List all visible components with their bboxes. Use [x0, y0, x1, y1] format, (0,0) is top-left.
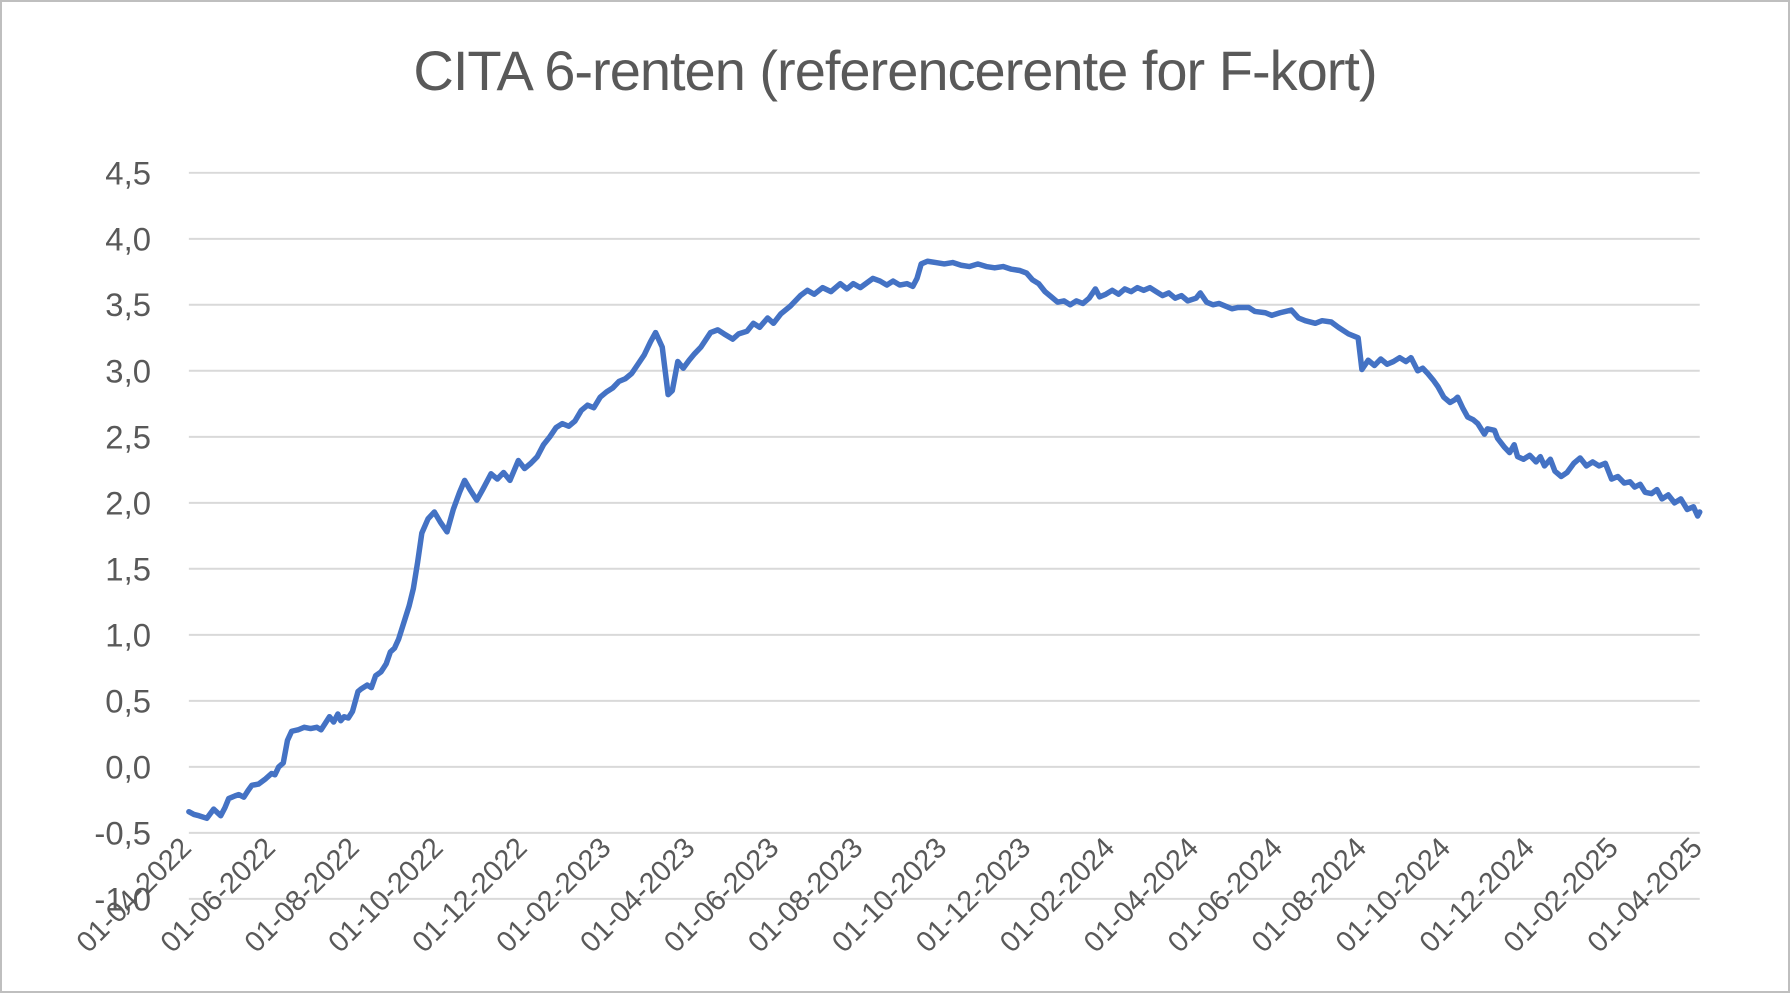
y-tick-label: 1,5 — [105, 550, 151, 587]
y-tick-label: 4,5 — [105, 154, 151, 191]
y-tick-label: 1,0 — [105, 616, 151, 653]
y-tick-label: 0,0 — [105, 748, 151, 785]
y-tick-label: -0,5 — [94, 814, 151, 851]
series-line — [186, 258, 1703, 822]
y-tick-label: 4,0 — [105, 220, 151, 257]
chart-title: CITA 6-renten (referencerente for F-kort… — [413, 39, 1377, 102]
y-tick-label: 3,5 — [105, 286, 151, 323]
y-tick-label: 3,0 — [105, 352, 151, 389]
y-tick-label: 2,5 — [105, 418, 151, 455]
y-tick-label: 0,5 — [105, 682, 151, 719]
y-tick-label: -1,0 — [94, 880, 151, 917]
y-tick-label: 2,0 — [105, 484, 151, 521]
